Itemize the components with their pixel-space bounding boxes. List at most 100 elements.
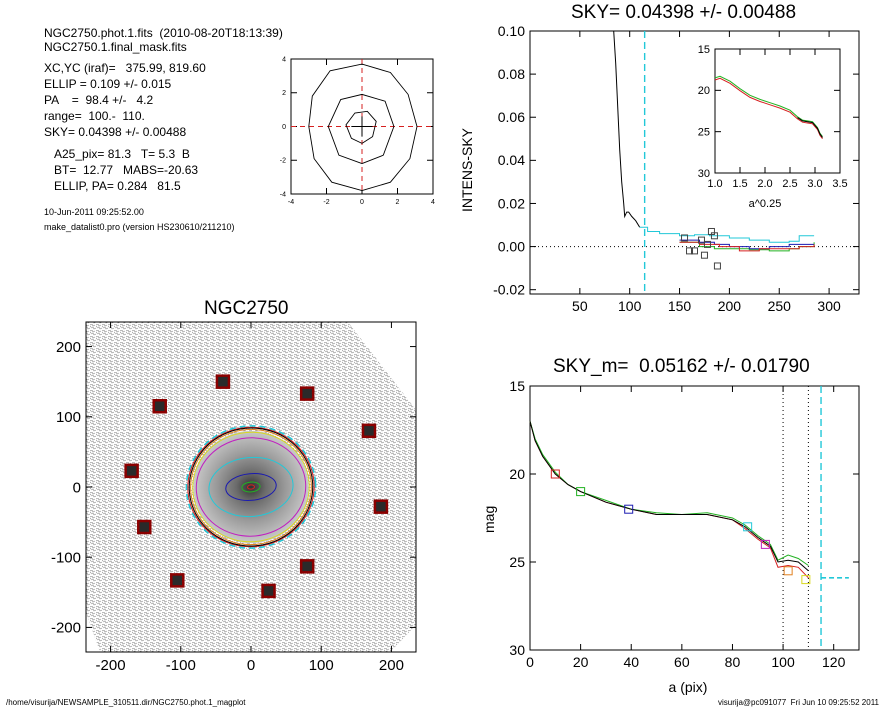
param-ellip: ELLIP = 0.109 +/- 0.015 — [44, 77, 172, 91]
image-ytick-label: 0 — [73, 479, 81, 496]
mag-xtick-label: 40 — [623, 654, 639, 670]
contour-xtick-label: -4 — [288, 199, 294, 206]
footer-user: visurija@pc091077 Fri Jun 10 09:25:52 20… — [718, 698, 879, 707]
mag-square-magenta — [760, 539, 770, 549]
contour-ytick-label: 0 — [282, 124, 286, 131]
mag-square-yellow — [801, 575, 811, 585]
header-mask-line: NGC2750.1.final_mask.fits — [44, 40, 187, 54]
mag-profile-plot: 0 20 40 60 80 100 120 15 20 25 30 — [509, 378, 860, 670]
ellipse-black — [188, 427, 314, 547]
sky-box — [361, 423, 377, 439]
program-version: make_datalist0.pro (version HS230610/211… — [44, 222, 235, 232]
sky-xtick-label: 200 — [718, 298, 742, 314]
sky-ytick-label: 0.06 — [498, 109, 525, 125]
contour-xtick-label: 4 — [431, 199, 435, 206]
sky-ytick-label: 0.00 — [498, 238, 525, 254]
sky-ytick-label: -0.02 — [493, 282, 525, 298]
image-xtick-label: 200 — [379, 657, 404, 674]
extra-ellip-pa: ELLIP, PA= 0.284 81.5 — [54, 179, 181, 193]
contour-ytick-label: -2 — [280, 158, 286, 165]
image-xtick-label: 100 — [309, 657, 334, 674]
mag-square-green — [576, 487, 586, 497]
contour-xtick-label: -2 — [323, 199, 329, 206]
header-file-line: NGC2750.phot.1.fits (2010-08-20T18:13:39… — [44, 26, 283, 40]
mag-xlabel: a (pix) — [669, 679, 708, 695]
footer-path: /home/visurija/NEWSAMPLE_310511.dir/NGC2… — [6, 698, 246, 707]
image-xtick-label: -200 — [96, 657, 126, 674]
inset-series-red — [714, 77, 823, 140]
mag-profile-title: SKY_m= 0.05162 +/- 0.01790 — [553, 356, 810, 377]
image-xtick-label: -100 — [166, 657, 196, 674]
inset-xtick-label: 1.0 — [707, 178, 722, 190]
contour-ytick-label: -4 — [280, 191, 286, 198]
sky-series-black — [613, 31, 641, 228]
sky-box — [124, 463, 139, 479]
sky-box — [299, 559, 315, 574]
sky-point-square — [691, 247, 698, 255]
inset-ytick-label: 15 — [698, 44, 710, 56]
sky-box — [152, 399, 167, 414]
ellipse-orange — [190, 428, 312, 546]
inset-series-green — [714, 75, 823, 137]
sky-series-red — [679, 241, 815, 252]
extra-a25: A25_pix= 81.3 T= 5.3 B — [54, 147, 190, 161]
sky-series-group — [613, 31, 815, 252]
sky-ylabel: INTENS-SKY — [459, 127, 475, 212]
ellipse-cyan — [185, 425, 317, 549]
ellipse-red — [246, 484, 256, 490]
sky-xtick-label: 300 — [817, 298, 841, 314]
mag-series-black — [529, 421, 809, 572]
inset-ytick-label: 30 — [698, 168, 710, 180]
inset-ytick-label: 20 — [698, 85, 710, 97]
sky-ytick-label: 0.02 — [498, 195, 525, 211]
contour-level-2 — [345, 110, 377, 144]
sky-point-square — [700, 251, 708, 259]
contour-plot: -4 -2 0 2 4 -4 -2 0 2 4 — [280, 56, 435, 206]
sky-point-square — [713, 262, 721, 270]
param-sky: SKY= 0.04398 +/- 0.00488 — [44, 125, 187, 139]
galaxy-body — [193, 430, 309, 544]
image-xtick-label: 0 — [247, 657, 255, 674]
mag-frame — [529, 385, 860, 651]
timestamp: 10-Jun-2011 09:25:52.00 — [44, 207, 144, 217]
sky-xtick-label: 100 — [618, 298, 642, 314]
ellipse-red — [187, 426, 315, 548]
ellipse-green — [241, 481, 261, 493]
contour-xtick-label: 0 — [360, 199, 364, 206]
mag-xtick-label: 60 — [674, 654, 690, 670]
contour-level-1 — [327, 93, 395, 165]
sky-ytick-label: 0.04 — [498, 152, 525, 168]
sky-box — [137, 519, 152, 535]
image-ytick-label: 200 — [56, 339, 81, 356]
sky-box — [299, 386, 315, 401]
mag-ytick-label: 20 — [509, 466, 525, 482]
mag-ytick-label: 30 — [509, 642, 525, 658]
sky-profile-title: SKY= 0.04398 +/- 0.00488 — [571, 2, 797, 23]
galaxy-image-title: NGC2750 — [204, 298, 289, 319]
mag-xtick-label: 80 — [725, 654, 741, 670]
contour-xtick-label: 2 — [396, 199, 400, 206]
param-xcyc: XC,YC (iraf)= 375.99, 819.60 — [44, 61, 206, 75]
inset-xlabel: a^0.25 — [749, 198, 782, 210]
mag-square-orange — [783, 566, 793, 576]
ellipse-yellow — [192, 431, 310, 543]
sky-profile-plot: 50 100 150 200 250 300 -0.02 0.00 0.02 0.04 0.06 0.… — [493, 23, 860, 314]
mag-square-blue — [624, 504, 634, 514]
sky-ytick-label: 0.08 — [498, 66, 525, 82]
param-range: range= 100.- 110. — [44, 109, 145, 123]
image-ytick-label: -200 — [51, 620, 81, 637]
inset-xtick-label: 2.0 — [757, 178, 772, 190]
mag-ytick-label: 15 — [509, 378, 525, 394]
contour-ytick-label: 4 — [282, 56, 286, 63]
inset-ytick-label: 25 — [698, 127, 710, 139]
mag-xtick-label: 20 — [573, 654, 589, 670]
sky-xtick-label: 150 — [668, 298, 692, 314]
mag-square-red — [550, 469, 560, 479]
sky-box — [373, 499, 389, 514]
sky-series-cyan — [639, 226, 815, 243]
mag-xtick-label: 100 — [771, 654, 795, 670]
param-pa: PA = 98.4 +/- 4.2 — [44, 93, 154, 107]
sky-frame — [529, 30, 860, 295]
inset-xtick-label: 1.5 — [732, 178, 747, 190]
